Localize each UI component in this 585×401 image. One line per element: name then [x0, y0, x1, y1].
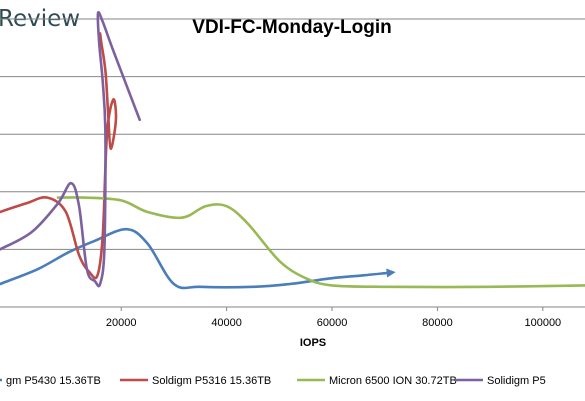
series-line-2 — [56, 196, 585, 289]
gridlines — [0, 18, 585, 250]
legend-label: Soldigm P5316 15.36TB — [152, 375, 271, 387]
x-tick-label: 100000 — [524, 317, 561, 329]
legend-item: Soldigm P5316 15.36TB — [120, 375, 271, 387]
legend-item: Solidigm P5 — [455, 375, 546, 387]
x-axis-label: IOPS — [300, 337, 326, 349]
series-end-arrow — [386, 268, 396, 278]
x-tick-label: 60000 — [317, 317, 348, 329]
legend-label: Solidigm P5 — [487, 375, 546, 387]
legend: gm P5430 15.36TB Soldigm P5316 15.36TB Mic… — [0, 375, 546, 387]
legend-item: gm P5430 15.36TB — [0, 375, 101, 387]
chart-title: VDI-FC-Monday-Login — [192, 17, 391, 38]
x-tick-label: 80000 — [422, 317, 453, 329]
x-tick-label: 40000 — [211, 317, 242, 329]
legend-label: Micron 6500 ION 30.72TB — [329, 375, 457, 387]
legend-label: gm P5430 15.36TB — [6, 375, 101, 387]
x-axis: 20000 40000 60000 80000 100000 — [0, 306, 585, 329]
x-tick-label: 20000 — [106, 317, 137, 329]
series-line-3 — [0, 10, 141, 288]
series-lines — [0, 10, 585, 290]
legend-item: Micron 6500 ION 30.72TB — [297, 375, 457, 387]
series-line-0 — [0, 227, 394, 290]
